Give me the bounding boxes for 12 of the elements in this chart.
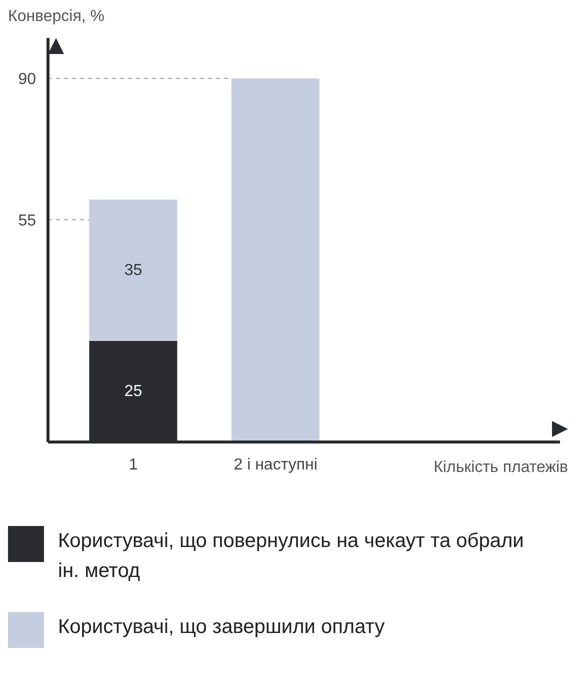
- text: Кількість платежів: [434, 459, 568, 477]
- y-tick-label: 90: [18, 71, 36, 88]
- y-tick-label: 55: [18, 212, 36, 230]
- bar: [89, 200, 178, 341]
- x-tick-label: 2 і наступні: [234, 456, 318, 474]
- legend-label: Користувачі, що завершили оплату: [58, 615, 386, 640]
- x-tick-label: 1: [128, 456, 138, 474]
- data-label: 25: [124, 383, 142, 400]
- legend-label: Користувачі, що повернулись на чекаут та обрали ін. метод: [58, 529, 525, 584]
- bar: [231, 78, 320, 442]
- data-label: 35: [124, 262, 142, 279]
- y-axis-title: Конверсія, %: [8, 8, 105, 26]
